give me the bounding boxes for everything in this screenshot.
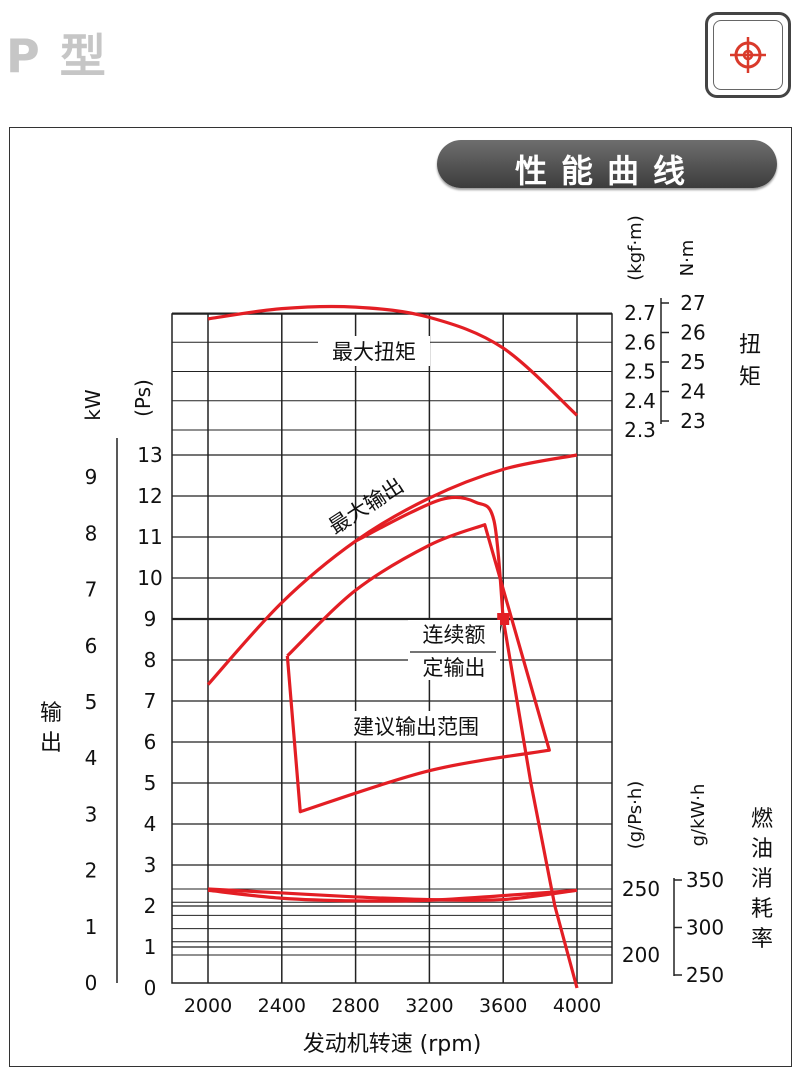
crosshair-logo-icon: [730, 37, 766, 73]
ps-tick-label: 13: [137, 443, 162, 467]
fuel-gpsh-tick-label: 200: [622, 943, 660, 967]
torque-nm-tick-label: 26: [680, 321, 705, 345]
chart-frame: [9, 127, 792, 1067]
curve-5: [207, 887, 578, 902]
x-tick-label: 3200: [405, 995, 453, 1017]
fuel-kwh-tick-label: 250: [686, 963, 724, 987]
torque-axis-label: 矩: [739, 365, 761, 390]
fuel-axis-label: 耗: [751, 897, 773, 922]
ps-tick-label: 10: [137, 566, 162, 590]
fuel-axis-label: 油: [751, 837, 773, 862]
plot-area: [171, 313, 613, 984]
ps-tick-label: 1: [144, 935, 157, 959]
page-title: P 型: [6, 29, 108, 83]
curve-1: [206, 453, 578, 686]
ps-unit-label: (Ps): [131, 379, 155, 417]
ps-tick-label: 8: [144, 648, 157, 672]
fuel-axis-label: 率: [751, 927, 773, 952]
ps-tick-label: 6: [144, 730, 157, 754]
rated-output-label-line2: 定输出: [423, 656, 486, 680]
kw-tick-label: 6: [85, 634, 98, 658]
ps-tick-label: 5: [144, 771, 157, 795]
max-output-label: 最大输出: [324, 473, 408, 539]
torque-kgfm-tick-label: 2.3: [624, 418, 656, 442]
torque-kgfm-unit: (kgf·m): [625, 215, 646, 281]
x-tick-label: 3600: [479, 995, 527, 1017]
fuel-kwh-tick-label: 300: [686, 916, 724, 940]
chart-banner: 性能曲线: [437, 140, 777, 190]
ps-tick-label: 0: [144, 976, 157, 1000]
kw-tick-label: 0: [85, 971, 98, 995]
rated-output-marker: [497, 613, 510, 625]
torque-axis-label: 扭: [739, 333, 761, 358]
ps-tick-label: 11: [137, 525, 162, 549]
x-tick-label: 2000: [184, 995, 232, 1017]
kw-unit-label: kW: [81, 389, 105, 421]
curve-3: [354, 495, 579, 989]
fuel-kwh-tick-label: 350: [686, 868, 724, 892]
fuel-axis-label: 消: [751, 867, 773, 892]
kw-tick-label: 5: [85, 690, 98, 714]
x-tick-label: 2800: [331, 995, 379, 1017]
kw-tick-label: 4: [85, 746, 98, 770]
kw-tick-label: 9: [85, 465, 98, 489]
output-axis-label: 输: [40, 701, 62, 726]
recommended-range-label: 建议输出范围: [353, 715, 479, 739]
ps-tick-label: 12: [137, 484, 162, 508]
logo-frame: [713, 20, 783, 90]
torque-kgfm-tick-label: 2.4: [624, 389, 656, 413]
fuel-gpsh-tick-label: 250: [622, 877, 660, 901]
torque-kgfm-tick-label: 2.7: [624, 301, 656, 325]
torque-nm-unit: N·m: [677, 240, 698, 277]
recommended-label-bg: [332, 711, 500, 741]
rated-output-label-line1: 连续额: [423, 623, 486, 647]
fuel-axis-label: 燃: [751, 807, 773, 832]
torque-kgfm-tick-label: 2.5: [624, 360, 656, 384]
kw-tick-label: 8: [85, 521, 98, 545]
curve-4: [207, 888, 578, 903]
chart-banner-title: 性能曲线: [514, 152, 699, 190]
x-tick-label: 4000: [553, 995, 601, 1017]
x-axis-label: 发动机转速 (rpm): [303, 1032, 482, 1057]
ps-tick-label: 2: [144, 894, 157, 918]
fuel-kwh-unit: g/kW·h: [688, 784, 709, 847]
ps-tick-label: 4: [144, 812, 157, 836]
curve-2: [285, 523, 551, 814]
ps-tick-label: 9: [144, 607, 157, 631]
torque-label-bg: [318, 336, 430, 366]
torque-kgfm-tick-label: 2.6: [624, 330, 656, 354]
ps-tick-label: 3: [144, 853, 157, 877]
curve-0: [207, 304, 579, 417]
torque-nm-tick-label: 25: [680, 350, 705, 374]
chart-curves: [206, 304, 579, 989]
x-tick-label: 2400: [258, 995, 306, 1017]
torque-nm-tick-label: 23: [680, 409, 705, 433]
fuel-gpsh-unit: (g/Ps·h): [625, 781, 646, 850]
output-axis-label: 出: [40, 731, 62, 756]
kw-tick-label: 2: [85, 859, 98, 883]
torque-nm-tick-label: 27: [680, 291, 705, 315]
kw-tick-label: 7: [85, 578, 98, 602]
kw-tick-label: 1: [85, 915, 98, 939]
torque-nm-tick-label: 24: [680, 380, 705, 404]
logo-button[interactable]: [705, 12, 791, 98]
max-torque-label: 最大扭矩: [332, 340, 416, 364]
kw-tick-label: 3: [85, 802, 98, 826]
ps-tick-label: 7: [144, 689, 157, 713]
rated-output-label-bg: [408, 620, 500, 680]
